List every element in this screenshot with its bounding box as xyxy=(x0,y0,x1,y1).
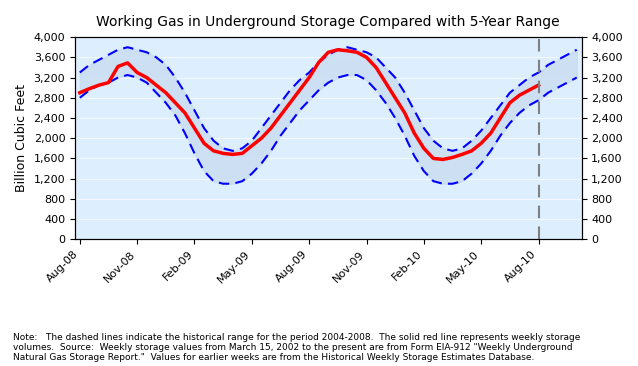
Text: Note:   The dashed lines indicate the historical range for the period 2004-2008.: Note: The dashed lines indicate the hist… xyxy=(13,333,580,362)
Title: Working Gas in Underground Storage Compared with 5-Year Range: Working Gas in Underground Storage Compa… xyxy=(96,15,560,29)
Y-axis label: Billion Cubic Feet: Billion Cubic Feet xyxy=(15,84,28,192)
